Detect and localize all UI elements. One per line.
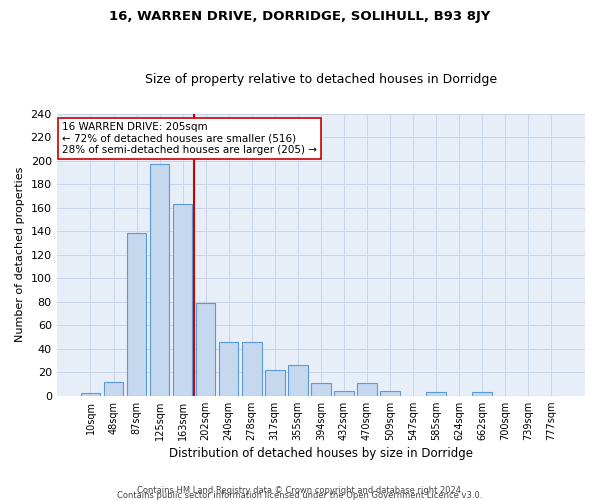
Bar [288, 365, 308, 396]
Bar [334, 391, 353, 396]
Bar [219, 342, 238, 396]
Bar [196, 303, 215, 396]
Bar [311, 383, 331, 396]
Title: Size of property relative to detached houses in Dorridge: Size of property relative to detached ho… [145, 73, 497, 86]
Bar [472, 392, 492, 396]
X-axis label: Distribution of detached houses by size in Dorridge: Distribution of detached houses by size … [169, 447, 473, 460]
Bar [127, 234, 146, 396]
Text: 16, WARREN DRIVE, DORRIDGE, SOLIHULL, B93 8JY: 16, WARREN DRIVE, DORRIDGE, SOLIHULL, B9… [109, 10, 491, 23]
Bar [173, 204, 193, 396]
Bar [380, 391, 400, 396]
Bar [242, 342, 262, 396]
Text: 16 WARREN DRIVE: 205sqm
← 72% of detached houses are smaller (516)
28% of semi-d: 16 WARREN DRIVE: 205sqm ← 72% of detache… [62, 122, 317, 155]
Bar [265, 370, 284, 396]
Y-axis label: Number of detached properties: Number of detached properties [15, 167, 25, 342]
Bar [80, 394, 100, 396]
Bar [426, 392, 446, 396]
Text: Contains HM Land Registry data © Crown copyright and database right 2024.: Contains HM Land Registry data © Crown c… [137, 486, 463, 495]
Bar [150, 164, 169, 396]
Text: Contains public sector information licensed under the Open Government Licence v3: Contains public sector information licen… [118, 491, 482, 500]
Bar [357, 383, 377, 396]
Bar [104, 382, 123, 396]
